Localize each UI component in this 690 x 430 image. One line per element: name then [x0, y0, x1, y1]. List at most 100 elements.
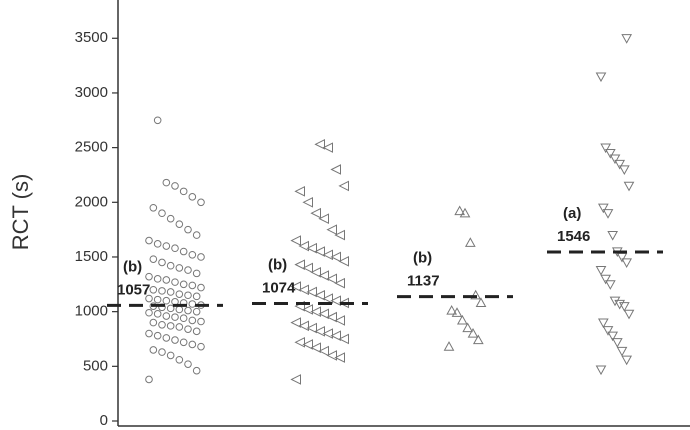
- point: [456, 314, 468, 325]
- point: [197, 253, 205, 261]
- point: [602, 209, 614, 219]
- point: [597, 203, 609, 214]
- point: [149, 285, 158, 294]
- point: [171, 336, 179, 344]
- point: [597, 318, 609, 329]
- y-tick-label: 2000: [75, 193, 108, 210]
- y-tick-label: 500: [83, 357, 108, 374]
- point: [314, 289, 325, 301]
- point: [184, 306, 192, 315]
- point: [614, 299, 626, 310]
- point: [310, 207, 321, 219]
- point: [600, 143, 612, 154]
- point: [162, 178, 171, 187]
- point: [302, 339, 313, 350]
- point: [302, 262, 313, 274]
- point: [310, 306, 321, 317]
- point: [609, 296, 621, 307]
- point: [158, 320, 166, 329]
- point: [149, 318, 158, 327]
- point: [314, 246, 325, 257]
- point: [179, 187, 188, 196]
- point: [604, 148, 616, 159]
- point: [153, 295, 162, 304]
- y-tick-label: 0: [100, 412, 108, 429]
- point: [298, 240, 309, 252]
- point: [306, 322, 317, 334]
- point: [175, 290, 184, 298]
- point: [621, 34, 633, 44]
- group-letter: (b): [123, 258, 142, 275]
- point: [314, 326, 325, 337]
- point: [334, 315, 345, 326]
- point: [192, 327, 201, 336]
- point: [318, 270, 329, 281]
- point: [609, 154, 621, 165]
- point: [330, 295, 341, 307]
- point: [162, 334, 171, 342]
- point: [472, 334, 484, 345]
- point: [175, 220, 184, 228]
- mean-label: 1546: [557, 228, 590, 245]
- point: [462, 322, 474, 333]
- point: [338, 256, 349, 267]
- point: [175, 355, 184, 364]
- point: [290, 281, 301, 292]
- y-axis-label: RCT (s): [8, 174, 33, 251]
- point: [334, 229, 345, 241]
- point: [318, 213, 329, 225]
- point: [607, 331, 619, 342]
- point: [188, 316, 197, 325]
- point: [179, 338, 188, 347]
- point: [326, 224, 337, 235]
- point: [192, 231, 201, 239]
- point: [192, 307, 201, 316]
- point: [600, 274, 612, 285]
- point: [197, 317, 205, 326]
- point: [158, 258, 166, 267]
- point: [153, 275, 162, 283]
- point: [306, 242, 317, 254]
- point: [179, 314, 188, 323]
- point: [290, 374, 301, 385]
- point: [192, 292, 201, 301]
- point: [310, 342, 321, 354]
- point: [334, 352, 345, 363]
- point: [322, 328, 333, 339]
- point: [318, 308, 329, 320]
- point: [188, 340, 197, 349]
- point: [145, 294, 153, 303]
- point: [153, 240, 162, 248]
- point: [188, 193, 197, 201]
- point: [290, 317, 301, 328]
- point: [338, 333, 349, 345]
- point: [175, 323, 184, 331]
- point: [290, 235, 301, 246]
- point: [611, 338, 623, 348]
- point: [298, 284, 309, 296]
- point: [166, 304, 175, 313]
- point: [184, 291, 192, 300]
- point: [607, 231, 619, 241]
- point: [153, 331, 162, 340]
- point: [175, 305, 184, 314]
- point: [621, 258, 633, 268]
- group-letter: (b): [268, 257, 287, 274]
- point: [179, 280, 188, 289]
- point: [318, 345, 329, 357]
- point: [322, 249, 333, 261]
- point: [330, 164, 341, 175]
- point: [179, 247, 188, 256]
- point: [294, 186, 305, 197]
- point: [192, 269, 201, 278]
- point: [467, 327, 479, 338]
- point: [166, 322, 175, 330]
- point: [623, 181, 635, 192]
- point: [188, 250, 197, 259]
- point: [464, 237, 476, 247]
- point: [184, 266, 192, 274]
- point: [330, 330, 341, 342]
- point: [162, 242, 171, 250]
- point: [158, 209, 166, 218]
- point: [326, 350, 337, 361]
